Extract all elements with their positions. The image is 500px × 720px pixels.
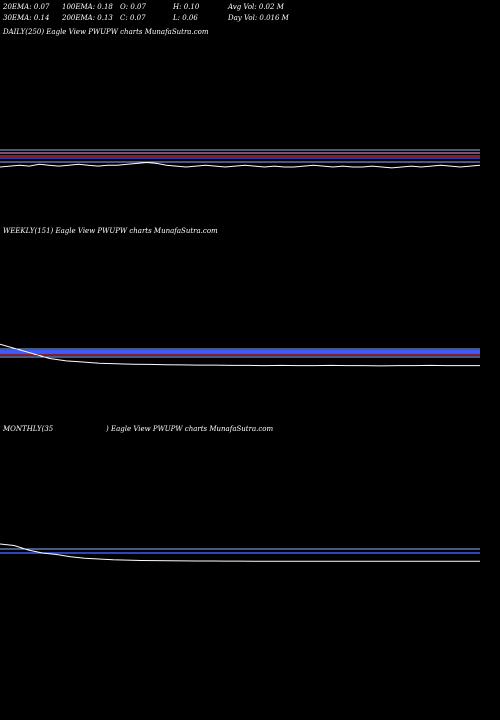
weekly-chart-title: WEEKLY(151) Eagle View PWUPW charts Muna… [3,227,218,235]
monthly-price-line [0,543,480,562]
avg-vol-value: Avg Vol: 0.02 M [228,3,284,11]
day-vol-value: Day Vol: 0.016 M [228,14,289,22]
daily-chart-title: DAILY(250) Eagle View PWUPW charts Munaf… [3,28,209,36]
ema30-value: 30EMA: 0.14 [3,14,50,22]
low-value: L: 0.06 [173,14,198,22]
ema200-value: 200EMA: 0.13 [62,14,113,22]
open-value: O: 0.07 [120,3,146,11]
close-value: C: 0.07 [120,14,146,22]
high-value: H: 0.10 [173,3,200,11]
monthly-chart-title-tail: ) Eagle View PWUPW charts MunafaSutra.co… [106,425,274,433]
daily-price-line [0,161,481,169]
monthly-chart-title: MONTHLY(35 [3,425,54,433]
ema20-value: 20EMA: 0.07 [3,3,50,11]
weekly-price-line [0,343,480,367]
ema100-value: 100EMA: 0.18 [62,3,113,11]
